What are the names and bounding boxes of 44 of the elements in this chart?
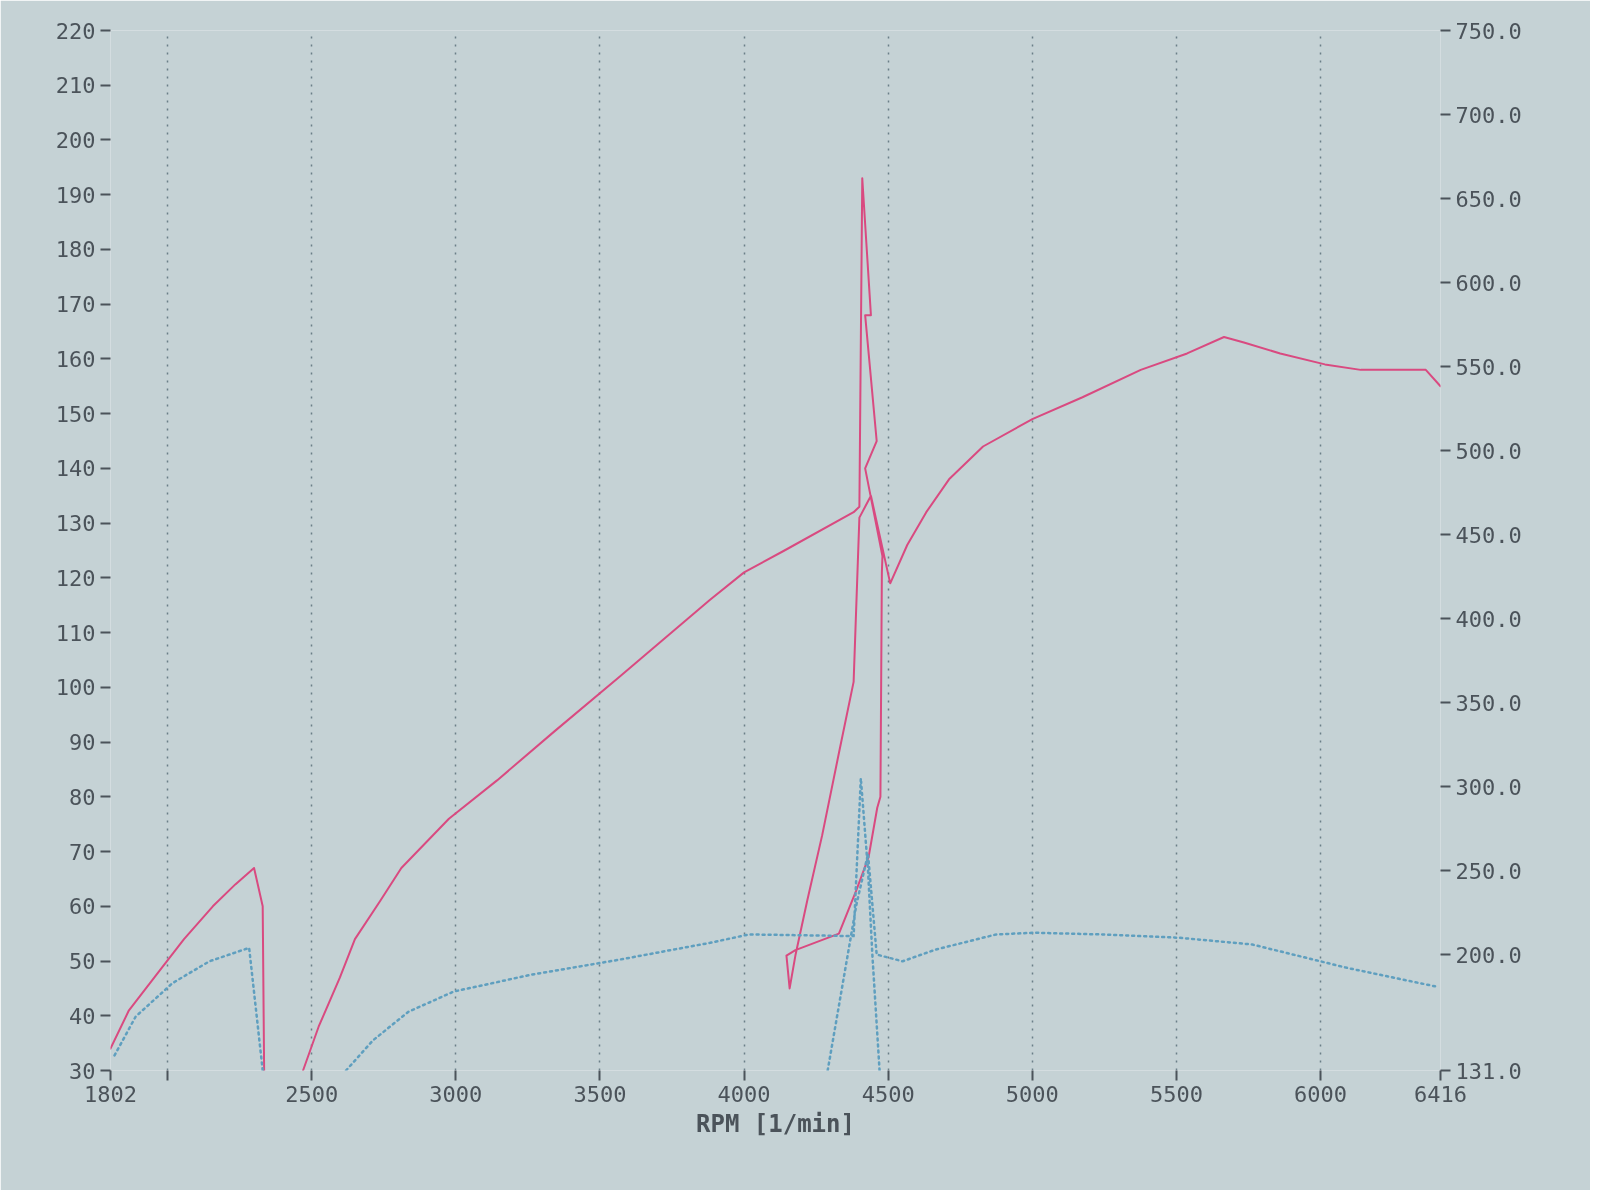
y-tick-label: 90 <box>69 730 96 756</box>
x-tick-label: 3000 <box>429 1081 483 1107</box>
y-tick-label: 70 <box>69 839 96 865</box>
y-tick-label: 160 <box>55 346 96 372</box>
y2-tick-label: 300.0 <box>1455 774 1522 800</box>
y-tick-label: 110 <box>55 620 96 646</box>
y2-tick-label: 650.0 <box>1455 186 1522 212</box>
y2-tick-label: 750.0 <box>1455 18 1522 44</box>
y-tick-label: 50 <box>69 949 96 975</box>
x-tick-label: 4000 <box>717 1081 771 1107</box>
y-tick-label: 210 <box>55 73 96 99</box>
y-tick-label: 220 <box>55 18 96 44</box>
x-tick-label: 6416 <box>1414 1081 1467 1107</box>
x-axis-title: RPM [1/min] <box>696 1109 855 1138</box>
y2-tick-label: 400.0 <box>1455 606 1522 632</box>
y2-tick-label: 450.0 <box>1455 522 1522 548</box>
y-tick-label: 40 <box>69 1003 96 1029</box>
x-tick-label: 1802 <box>84 1081 137 1107</box>
y-tick-label: 80 <box>69 784 96 810</box>
x-tick-label: 3500 <box>573 1081 627 1107</box>
y-tick-label: 120 <box>55 565 96 591</box>
y2-tick-label: 550.0 <box>1455 354 1522 380</box>
y2-tick-label: 600.0 <box>1455 270 1522 296</box>
y2-tick-label: 250.0 <box>1455 858 1522 884</box>
y2-tick-label: 700.0 <box>1455 102 1522 128</box>
y-tick-label: 30 <box>69 1058 96 1084</box>
x-tick-label: 2500 <box>285 1081 339 1107</box>
y-tick-label: 150 <box>55 401 96 427</box>
x-tick-label: 5000 <box>1005 1081 1059 1107</box>
y2-tick-label: 131.0 <box>1455 1058 1522 1084</box>
y-tick-label: 170 <box>55 292 96 318</box>
x-tick-label: 6000 <box>1294 1081 1348 1107</box>
y-tick-label: 100 <box>55 675 96 701</box>
y2-tick-label: 200.0 <box>1455 942 1522 968</box>
y2-tick-label: 350.0 <box>1455 690 1522 716</box>
y-tick-label: 130 <box>55 511 96 537</box>
y2-tick-label: 500.0 <box>1455 438 1522 464</box>
y-tick-label: 180 <box>55 237 96 263</box>
x-tick-label: 5500 <box>1149 1081 1203 1107</box>
y-tick-label: 190 <box>55 182 96 208</box>
y-tick-label: 140 <box>55 456 96 482</box>
y-tick-label: 200 <box>55 127 96 153</box>
y-tick-label: 60 <box>69 894 96 920</box>
x-tick-label: 4500 <box>861 1081 915 1107</box>
